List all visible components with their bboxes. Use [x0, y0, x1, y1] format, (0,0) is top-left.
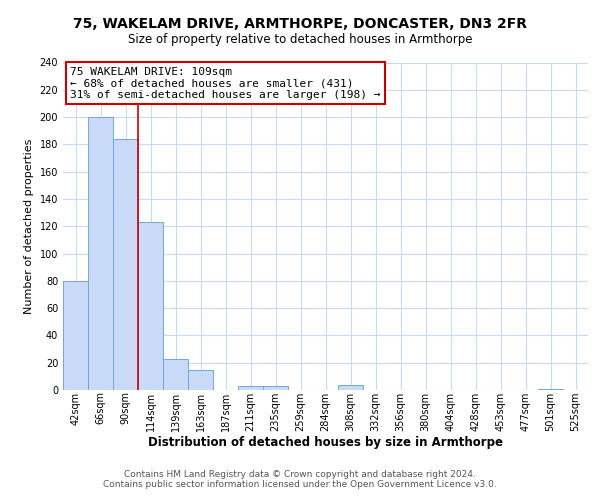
Bar [238, 386, 263, 390]
Bar [263, 386, 288, 390]
Bar [88, 117, 113, 390]
Text: 75 WAKELAM DRIVE: 109sqm
← 68% of detached houses are smaller (431)
31% of semi-: 75 WAKELAM DRIVE: 109sqm ← 68% of detach… [71, 66, 381, 100]
Bar [188, 370, 213, 390]
Text: Size of property relative to detached houses in Armthorpe: Size of property relative to detached ho… [128, 32, 472, 46]
X-axis label: Distribution of detached houses by size in Armthorpe: Distribution of detached houses by size … [148, 436, 503, 450]
Text: Contains HM Land Registry data © Crown copyright and database right 2024.: Contains HM Land Registry data © Crown c… [124, 470, 476, 479]
Y-axis label: Number of detached properties: Number of detached properties [24, 138, 34, 314]
Bar [113, 139, 138, 390]
Bar [63, 281, 88, 390]
Bar [338, 384, 363, 390]
Bar [138, 222, 163, 390]
Bar [538, 388, 563, 390]
Text: 75, WAKELAM DRIVE, ARMTHORPE, DONCASTER, DN3 2FR: 75, WAKELAM DRIVE, ARMTHORPE, DONCASTER,… [73, 18, 527, 32]
Bar [163, 358, 188, 390]
Text: Contains public sector information licensed under the Open Government Licence v3: Contains public sector information licen… [103, 480, 497, 489]
